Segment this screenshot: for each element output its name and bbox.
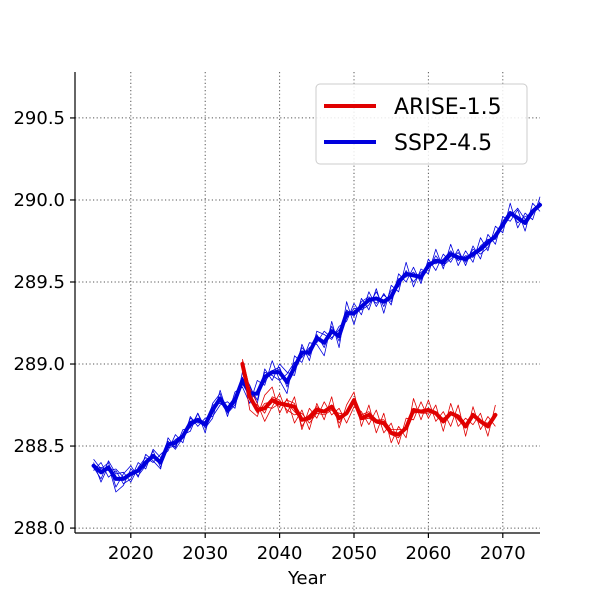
x-tick-label: 2040 xyxy=(257,543,303,564)
legend: ARISE-1.5 SSP2-4.5 xyxy=(315,83,528,165)
y-tick-label: 288.0 xyxy=(13,518,65,539)
ensemble-member-line xyxy=(242,372,496,431)
series-mean-line xyxy=(240,362,498,437)
x-tick-label: 2050 xyxy=(331,543,377,564)
x-tick-label: 2070 xyxy=(480,543,526,564)
ensemble-members-layer xyxy=(93,196,541,493)
axes-layer xyxy=(74,72,540,534)
x-axis-title: Year xyxy=(287,568,327,589)
ensemble-member-line xyxy=(93,201,541,493)
ticks-layer: 2020 2030 2040 2050 2060 2070 288.0 288.5 289.0 2… xyxy=(13,108,525,564)
y-tick-label: 290.5 xyxy=(13,108,65,129)
grid-layer xyxy=(75,72,540,533)
legend-label: ARISE-1.5 xyxy=(394,95,502,120)
ensemble-member-line xyxy=(93,196,541,488)
series-means-layer xyxy=(91,202,542,481)
y-tick-label: 288.5 xyxy=(13,436,65,457)
x-tick-label: 2030 xyxy=(182,543,228,564)
y-tick-label: 289.0 xyxy=(13,354,65,375)
y-tick-label: 289.5 xyxy=(13,272,65,293)
ensemble-member-line xyxy=(93,202,541,485)
x-tick-label: 2060 xyxy=(405,543,451,564)
x-tick-label: 2020 xyxy=(108,543,154,564)
legend-label: SSP2-4.5 xyxy=(394,131,492,156)
series-mean-line xyxy=(91,202,542,481)
y-tick-label: 290.0 xyxy=(13,190,65,211)
